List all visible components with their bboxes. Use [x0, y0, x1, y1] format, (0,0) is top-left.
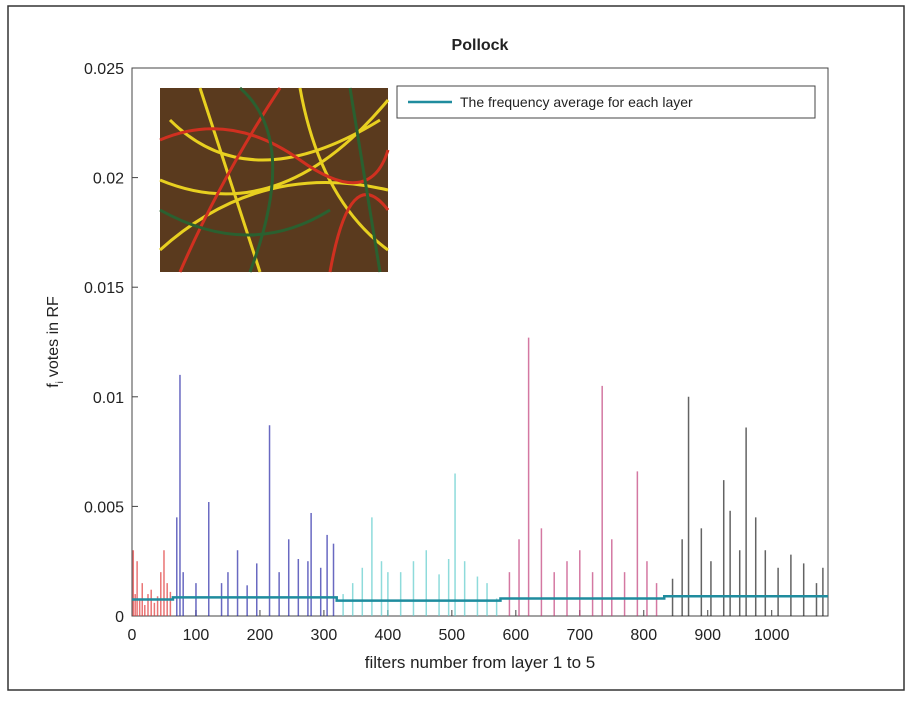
inset-strokes [159, 86, 382, 273]
x-axis-label: filters number from layer 1 to 5 [365, 653, 596, 672]
x-tick-label: 1000 [754, 627, 790, 644]
legend: The frequency average for each layer [396, 85, 816, 119]
x-tick-label: 500 [439, 627, 466, 644]
inset-strokes [159, 87, 390, 273]
y-label-text: votes in RF [45, 296, 62, 377]
legend-label: The frequency average for each layer [460, 94, 693, 110]
x-tick-label: 300 [311, 627, 338, 644]
y-tick-label: 0.005 [84, 499, 124, 516]
y-symbol: f [45, 383, 62, 388]
x-tick-label: 0 [128, 627, 137, 644]
x-tick-label: 400 [375, 627, 402, 644]
y-tick-label: 0 [115, 609, 124, 626]
average-line [132, 595, 828, 602]
x-tick-label: 700 [566, 627, 593, 644]
x-tick-label: 900 [694, 627, 721, 644]
legend-box [396, 85, 816, 119]
inset-background [160, 88, 388, 272]
x-tick-label: 200 [247, 627, 274, 644]
chart-title: Pollock [452, 37, 509, 54]
plot-area: 0 0.005 0.01 0.015 0.02 0.025 0 100 200 300 400 500… [84, 61, 828, 644]
x-tick-label: 800 [630, 627, 657, 644]
x-tick-label: 600 [502, 627, 529, 644]
inset-painting [158, 86, 390, 273]
x-tick-label: 100 [183, 627, 210, 644]
y-tick-label: 0.01 [93, 390, 124, 407]
inset-strokes [158, 87, 390, 273]
y-tick-label: 0.015 [84, 280, 124, 297]
y-subscript: i [55, 381, 66, 383]
y-axis-label: fi votes in RF [45, 296, 66, 388]
y-tick-label: 0.025 [84, 61, 124, 78]
y-tick-label: 0.02 [93, 171, 124, 188]
